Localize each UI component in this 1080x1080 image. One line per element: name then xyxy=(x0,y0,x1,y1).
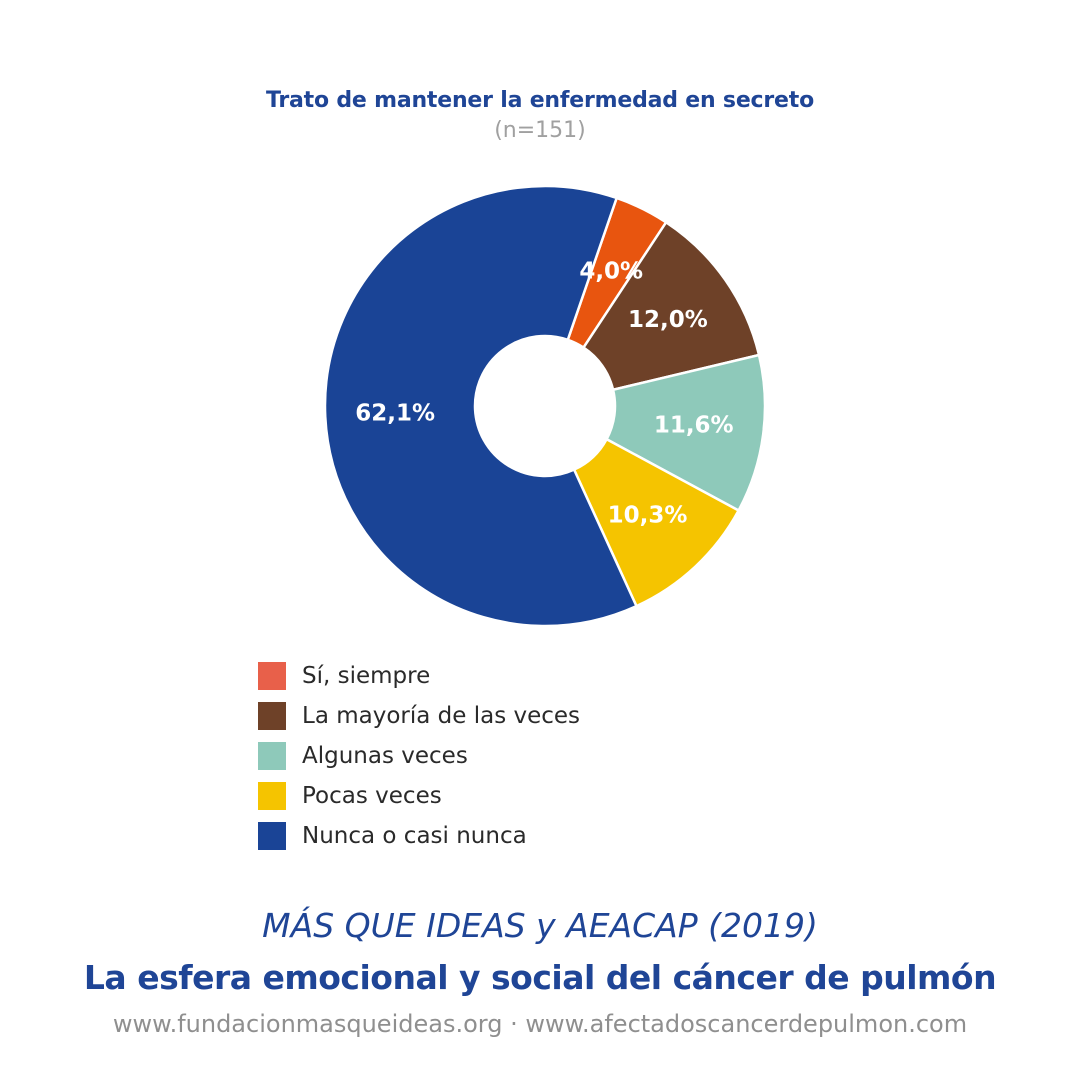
legend-item-la-mayoria-de-las-veces: La mayoría de las veces xyxy=(258,696,580,736)
legend-swatch xyxy=(258,782,286,810)
chart-legend: Sí, siempre La mayoría de las veces Alguna… xyxy=(258,656,580,856)
slice-label-algunas-veces: 11,6% xyxy=(654,413,734,439)
legend-swatch xyxy=(258,742,286,770)
donut-chart: 4,0% 12,0% 11,6% 10,3% 62,1% xyxy=(323,184,767,628)
slice-algunas-veces xyxy=(604,353,767,513)
slice-nunca-o-casi-nunca xyxy=(323,184,639,628)
report-title: La esfera emocional y social del cáncer … xyxy=(83,958,997,997)
slice-pocas-veces xyxy=(572,437,741,608)
legend-item-pocas-veces: Pocas veces xyxy=(258,776,580,816)
legend-swatch xyxy=(258,662,286,690)
legend-label: Nunca o casi nunca xyxy=(302,823,527,849)
chart-title: Trato de mantener la enfermedad en secre… xyxy=(266,88,814,113)
legend-label: Pocas veces xyxy=(302,783,442,809)
legend-item-algunas-veces: Algunas veces xyxy=(258,736,580,776)
slice-label-nunca-o-casi-nunca: 62,1% xyxy=(355,400,435,426)
slice-label-la-mayoria-de-las-veces: 12,0% xyxy=(628,307,708,333)
legend-item-nunca-o-casi-nunca: Nunca o casi nunca xyxy=(258,816,580,856)
legend-label: Sí, siempre xyxy=(302,663,431,689)
slice-label-si-siempre: 4,0% xyxy=(579,258,643,284)
slice-la-mayoria-de-las-veces xyxy=(581,220,761,392)
legend-swatch xyxy=(258,702,286,730)
legend-swatch xyxy=(258,822,286,850)
slice-label-pocas-veces: 10,3% xyxy=(608,503,688,529)
chart-subtitle: (n=151) xyxy=(494,118,586,143)
legend-label: La mayoría de las veces xyxy=(302,703,581,729)
source-citation: MÁS QUE IDEAS y AEACAP (2019) xyxy=(262,906,818,945)
legend-label: Algunas veces xyxy=(302,743,468,769)
legend-item-si-siempre: Sí, siempre xyxy=(258,656,580,696)
website-urls: www.fundacionmasqueideas.org · www.afect… xyxy=(112,1010,968,1038)
